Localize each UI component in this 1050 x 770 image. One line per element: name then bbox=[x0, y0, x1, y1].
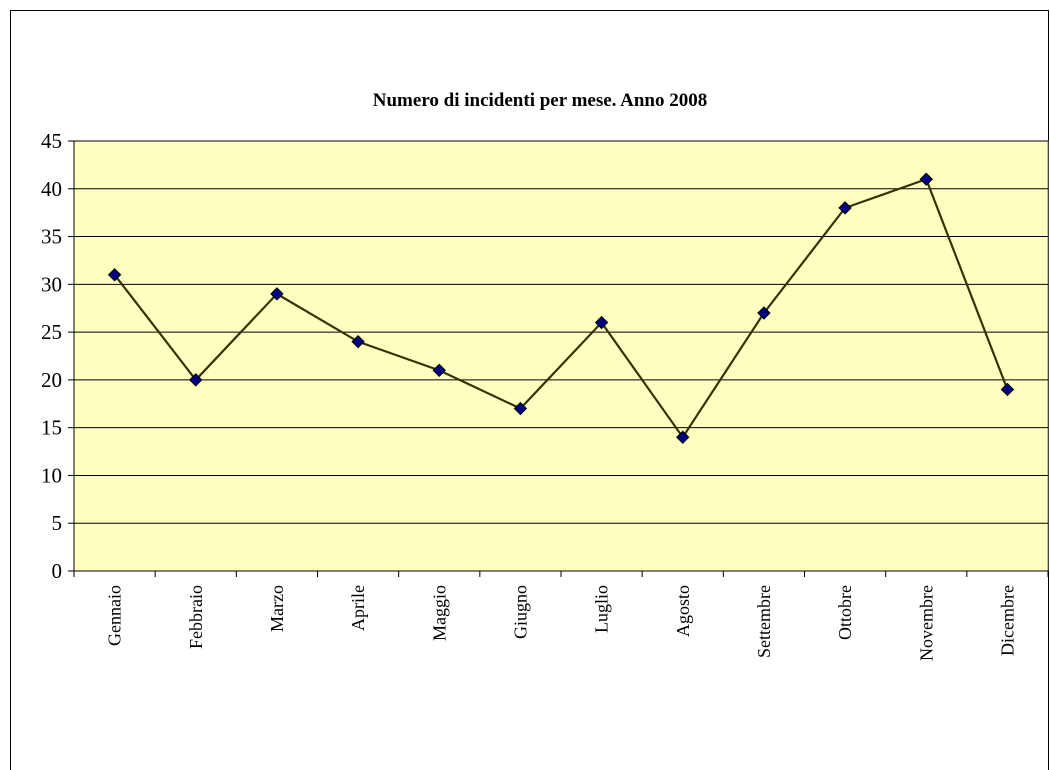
data-point-marker bbox=[432, 363, 446, 378]
x-tick-label: Dicembre bbox=[997, 585, 1017, 656]
y-tick-label: 5 bbox=[52, 511, 63, 535]
data-point-marker bbox=[919, 172, 933, 186]
x-tick-label: Ottobre bbox=[835, 585, 855, 640]
x-tick-label: Luglio bbox=[592, 585, 612, 633]
x-tick-label: Settembre bbox=[754, 585, 774, 658]
chart-title: Numero di incidenti per mese. Anno 2008 bbox=[373, 90, 707, 111]
x-tick-label: Agosto bbox=[673, 585, 693, 637]
x-tick-label: Gennaio bbox=[105, 585, 125, 646]
data-point-marker bbox=[351, 334, 365, 349]
plot-area bbox=[73, 140, 1049, 572]
y-tick-label: 20 bbox=[41, 368, 62, 392]
y-axis: 0 5 10 15 20 25 30 35 40 45 bbox=[41, 129, 75, 583]
data-point-marker bbox=[270, 287, 284, 301]
y-tick-label: 35 bbox=[41, 225, 62, 249]
data-point-marker bbox=[513, 401, 528, 416]
series-layer bbox=[107, 172, 1015, 444]
data-point-marker bbox=[676, 430, 690, 444]
data-point-marker bbox=[189, 373, 203, 387]
x-tick-label: Maggio bbox=[429, 585, 449, 641]
y-tick-label: 15 bbox=[41, 416, 62, 440]
y-tick-label: 0 bbox=[52, 559, 63, 583]
y-tick-label: 45 bbox=[41, 129, 62, 153]
y-tick-label: 25 bbox=[41, 320, 62, 344]
x-tick-label: Novembre bbox=[916, 585, 936, 661]
gridlines bbox=[74, 140, 1048, 524]
data-point-marker bbox=[757, 306, 771, 320]
x-tick-label: Marzo bbox=[267, 585, 287, 632]
x-tick-label: Febbraio bbox=[186, 585, 206, 649]
y-tick-label: 10 bbox=[41, 463, 62, 487]
data-point-marker bbox=[107, 268, 122, 282]
y-tick-label: 30 bbox=[41, 272, 62, 296]
series-line bbox=[113, 177, 1009, 440]
x-axis: Gennaio Febbraio Marzo Aprile Maggio Giugno Lu… bbox=[73, 570, 1049, 661]
x-tick-label: Aprile bbox=[348, 585, 368, 631]
data-point-marker bbox=[1000, 382, 1015, 397]
x-tick-label: Giugno bbox=[510, 585, 530, 639]
data-point-marker bbox=[838, 201, 852, 215]
y-tick-label: 40 bbox=[41, 177, 62, 201]
data-point-marker bbox=[594, 315, 609, 330]
